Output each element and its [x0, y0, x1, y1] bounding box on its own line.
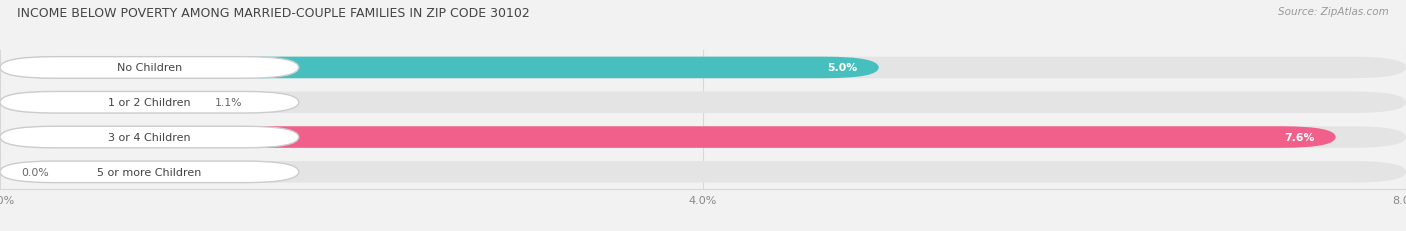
Text: No Children: No Children [117, 63, 181, 73]
Text: 7.6%: 7.6% [1284, 132, 1315, 143]
FancyBboxPatch shape [0, 127, 1406, 148]
FancyBboxPatch shape [0, 58, 298, 79]
Text: 1 or 2 Children: 1 or 2 Children [108, 98, 191, 108]
Text: 1.1%: 1.1% [215, 98, 242, 108]
FancyBboxPatch shape [0, 161, 1406, 183]
FancyBboxPatch shape [0, 127, 1336, 148]
FancyBboxPatch shape [0, 92, 298, 113]
FancyBboxPatch shape [0, 127, 298, 148]
Text: 5 or more Children: 5 or more Children [97, 167, 201, 177]
FancyBboxPatch shape [0, 58, 1406, 79]
FancyBboxPatch shape [0, 92, 194, 113]
FancyBboxPatch shape [0, 58, 879, 79]
Text: 0.0%: 0.0% [21, 167, 49, 177]
Text: 5.0%: 5.0% [827, 63, 858, 73]
Text: 3 or 4 Children: 3 or 4 Children [108, 132, 191, 143]
FancyBboxPatch shape [0, 161, 298, 183]
Text: INCOME BELOW POVERTY AMONG MARRIED-COUPLE FAMILIES IN ZIP CODE 30102: INCOME BELOW POVERTY AMONG MARRIED-COUPL… [17, 7, 530, 20]
FancyBboxPatch shape [0, 92, 1406, 113]
Text: Source: ZipAtlas.com: Source: ZipAtlas.com [1278, 7, 1389, 17]
